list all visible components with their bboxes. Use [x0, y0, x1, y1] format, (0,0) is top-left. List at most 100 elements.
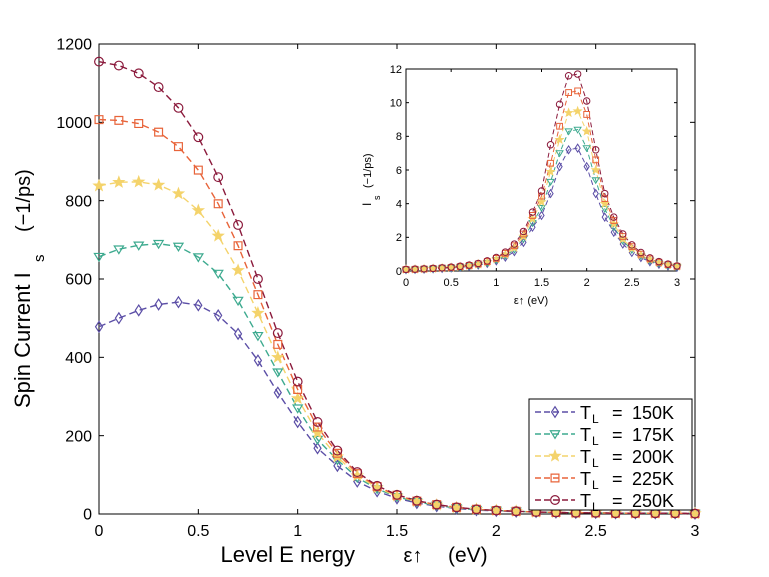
data-point-225K: [637, 250, 645, 258]
legend-label-subscript: L: [592, 500, 599, 514]
data-point-250K: [637, 248, 645, 257]
data-point-250K: [153, 82, 164, 93]
main-series-markers: [92, 56, 702, 520]
data-point-200K: [590, 164, 601, 175]
data-point-150K: [94, 320, 104, 334]
data-point-225K: [94, 115, 104, 125]
data-point-200K: [211, 228, 225, 242]
legend-label-value: 200K: [632, 447, 674, 467]
data-point-225K: [213, 199, 223, 209]
data-point-175K: [537, 204, 546, 213]
data-point-250K: [537, 187, 546, 195]
data-point-150K: [619, 239, 626, 249]
data-point-175K: [232, 296, 244, 307]
data-point-250K: [438, 264, 446, 272]
data-point-225K: [233, 241, 243, 251]
data-point-150K: [194, 298, 203, 312]
data-point-150K: [565, 144, 572, 155]
data-point-250K: [420, 265, 428, 273]
data-point-150K: [583, 161, 590, 172]
x-tick-label: 3: [674, 277, 680, 289]
legend-marker-200K: [548, 448, 562, 462]
y-tick-label: 400: [65, 350, 92, 367]
data-point-150K: [556, 161, 563, 172]
data-point-225K: [529, 212, 536, 219]
data-point-150K: [253, 354, 263, 367]
x-tick-label: 1.5: [534, 277, 549, 289]
data-point-250K: [312, 416, 323, 427]
legend-label-prefix: T: [580, 491, 591, 511]
legend-label-subscript: L: [592, 478, 599, 492]
data-point-175K: [93, 252, 105, 263]
inset-x-axis-label: ε↑ (eV): [514, 295, 548, 307]
data-point-225K: [154, 127, 164, 137]
data-point-175K: [172, 242, 185, 253]
x-tick-label: 1: [293, 523, 302, 540]
data-point-250K: [690, 508, 700, 519]
legend-label-equals: =: [612, 403, 623, 423]
data-point-250K: [483, 257, 492, 265]
data-point-150K: [520, 237, 527, 248]
data-point-250K: [591, 146, 600, 154]
data-point-175K: [555, 150, 564, 158]
legend-label-equals: =: [612, 469, 623, 489]
x-tick-label: 0.5: [187, 523, 209, 540]
data-point-200K: [290, 391, 305, 405]
y-tick-label: 1000: [56, 115, 92, 132]
data-point-250K: [474, 259, 482, 268]
data-point-175K: [113, 245, 125, 255]
main-x-axis-symbol: ε↑: [404, 545, 423, 567]
data-point-225K: [601, 195, 609, 203]
legend-label-prefix: T: [580, 469, 591, 489]
data-point-250K: [619, 230, 627, 238]
data-point-250K: [133, 68, 144, 79]
data-point-150K: [538, 210, 545, 221]
y-tick-label: 800: [65, 193, 92, 210]
data-point-250K: [411, 265, 419, 273]
x-tick-label: 0: [403, 277, 409, 289]
data-point-150K: [601, 212, 608, 222]
data-point-150K: [233, 327, 243, 341]
x-tick-label: 2: [584, 277, 590, 289]
data-point-225K: [313, 422, 323, 432]
y-tick-label: 8: [396, 131, 402, 143]
x-tick-label: 3: [691, 523, 700, 540]
data-point-150K: [547, 188, 554, 199]
data-point-250K: [431, 499, 442, 510]
data-point-175K: [582, 145, 591, 153]
data-point-250K: [465, 261, 473, 269]
data-point-250K: [233, 219, 244, 230]
data-point-200K: [231, 263, 245, 277]
data-point-150K: [592, 188, 599, 199]
data-point-250K: [510, 240, 519, 248]
legend-label-value: 150K: [632, 403, 674, 423]
inset-plot-frame: [405, 68, 678, 272]
data-point-150K: [273, 386, 282, 399]
data-point-200K: [599, 198, 610, 208]
series-line-225K: [405, 90, 678, 270]
inset-y-axis-unit: (−1/ps): [362, 153, 374, 188]
data-point-225K: [628, 243, 636, 250]
data-point-250K: [511, 506, 522, 517]
y-tick-label: 200: [65, 428, 92, 445]
data-point-150K: [574, 143, 581, 153]
data-point-200K: [191, 203, 206, 217]
legend-marker-250K: [550, 495, 560, 505]
inset-series-markers: [400, 70, 683, 275]
legend-label-prefix: T: [580, 447, 591, 467]
legend-label-subscript: L: [592, 456, 599, 470]
data-point-200K: [572, 105, 583, 116]
data-point-175K: [252, 331, 264, 342]
legend-label-value: 250K: [632, 491, 674, 511]
data-point-200K: [581, 125, 592, 136]
data-point-250K: [411, 495, 422, 506]
data-point-250K: [501, 248, 510, 256]
data-point-225K: [538, 192, 545, 200]
data-point-250K: [447, 263, 455, 271]
inset-axis-ticks: 0 0.5 1 1.5 2 2.5 3 0 2 4 6 8 10 12: [390, 64, 680, 289]
inset-y-axis-label: I: [360, 203, 374, 206]
data-point-250K: [332, 445, 343, 456]
inset-y-axis-label-group: I s (−1/ps): [360, 153, 382, 206]
